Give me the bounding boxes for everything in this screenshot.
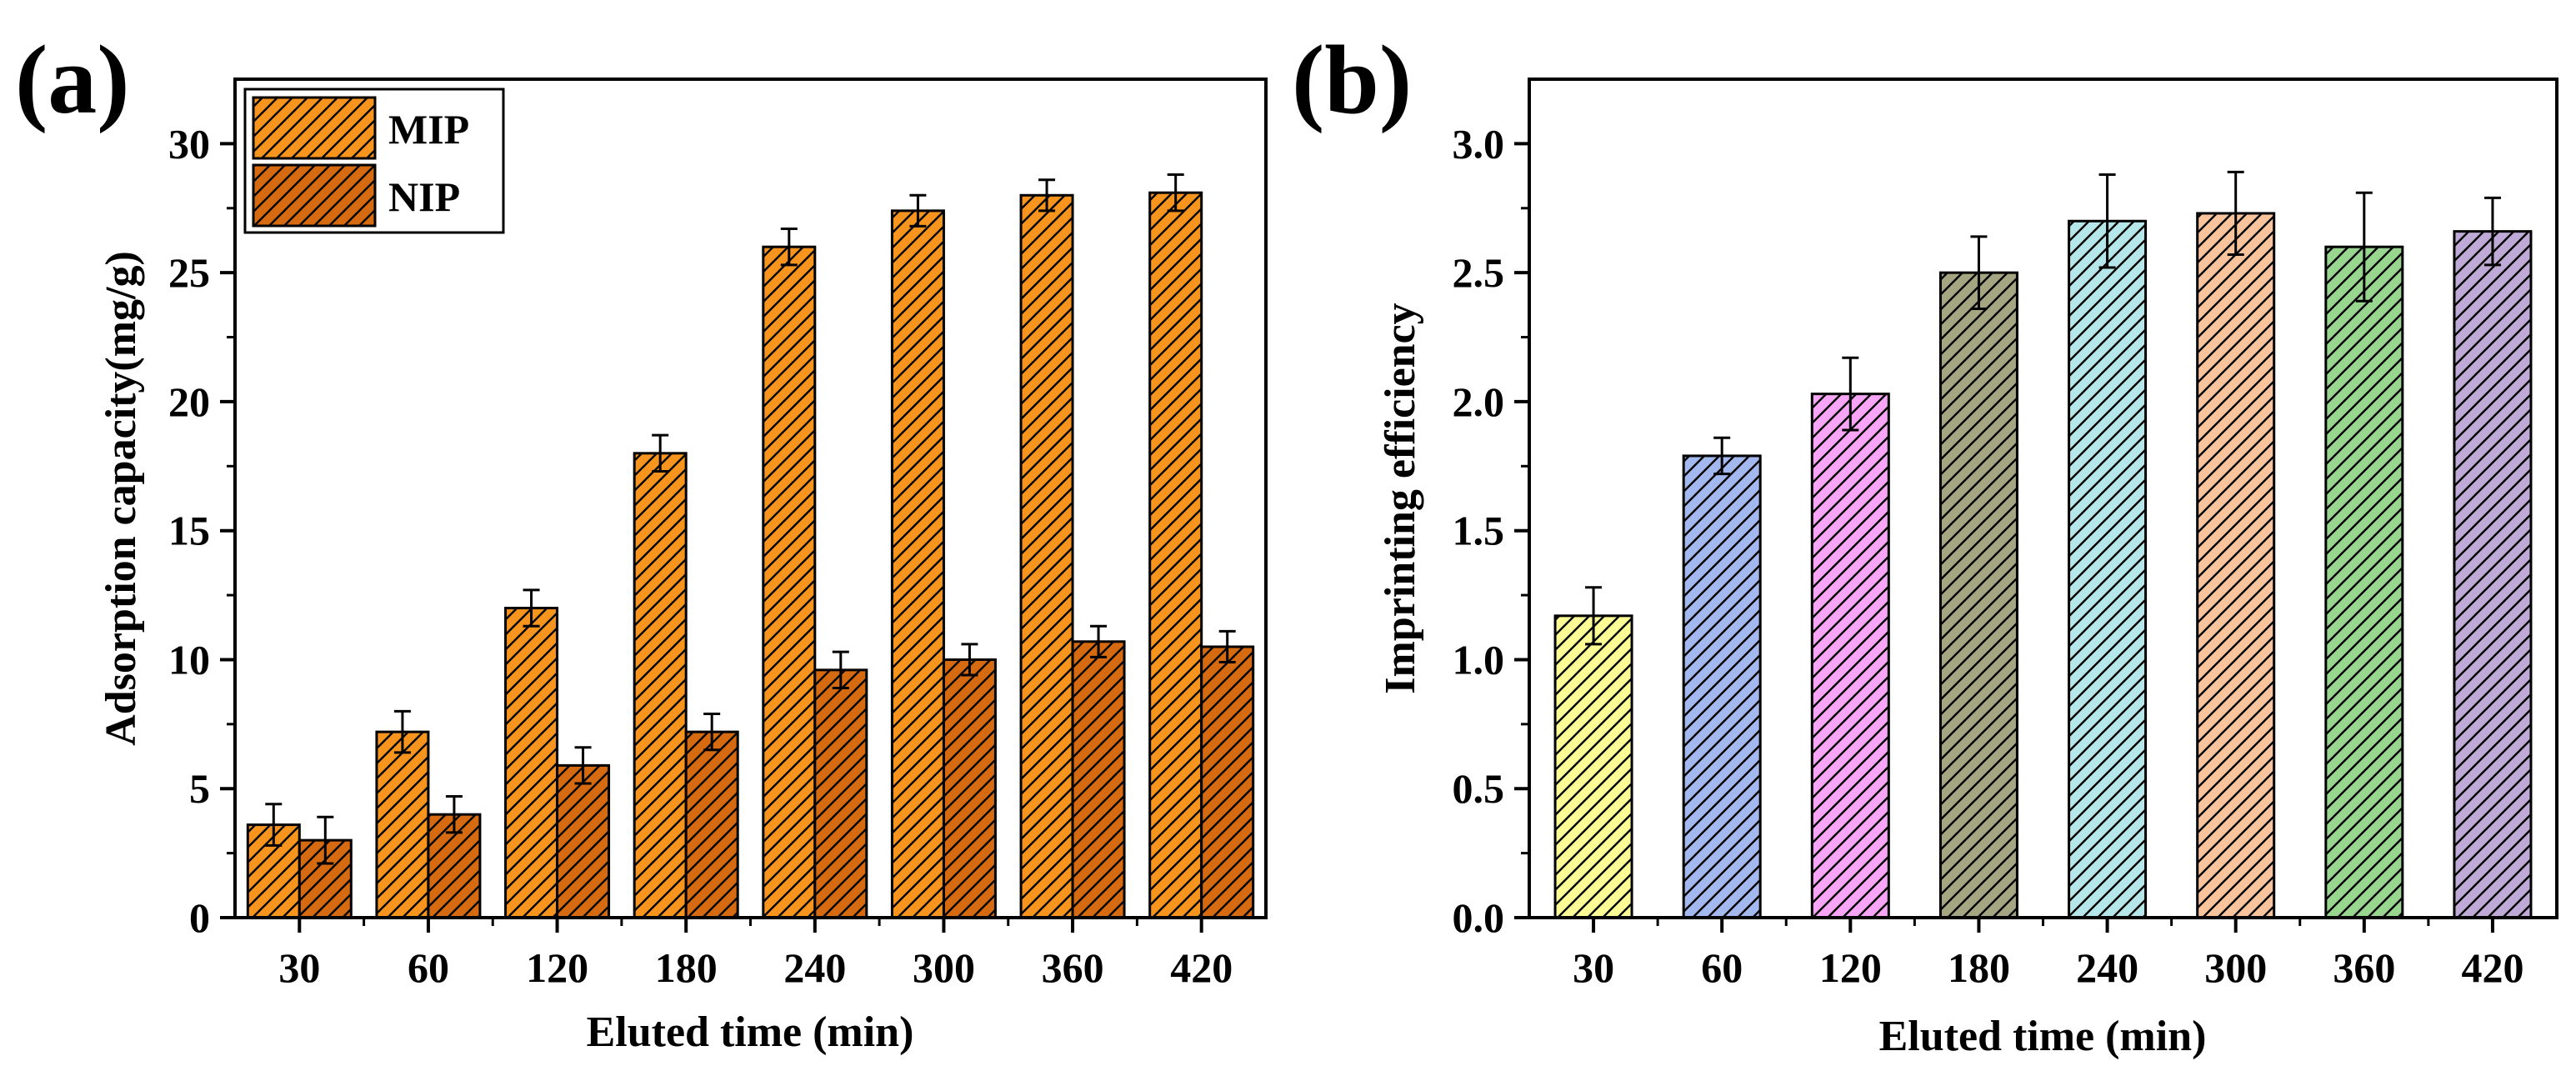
x-tick-label: 240: [2076, 944, 2138, 991]
error-bar-efficiency-120: [1842, 356, 1859, 432]
error-bar-efficiency-300: [2227, 170, 2244, 256]
bar-efficiency-30: [1553, 614, 1633, 919]
bar-mip-300: [890, 209, 945, 919]
error-bar-mip-240: [780, 228, 798, 267]
bar-nip-240: [813, 668, 868, 919]
panel-a-bars: [246, 173, 1255, 919]
panel-b-x-title: Eluted time (min): [1879, 1013, 2207, 1060]
error-bar-mip-120: [523, 588, 540, 628]
legend-swatch-mip: [252, 96, 377, 160]
error-bar-nip-300: [961, 643, 978, 677]
error-bar-efficiency-420: [2483, 196, 2501, 267]
x-tick-label: 180: [1948, 944, 2010, 991]
bar-mip-120: [504, 607, 559, 919]
error-bar-nip-360: [1090, 624, 1108, 658]
bar-efficiency-180: [1938, 271, 2018, 919]
error-bar-mip-60: [393, 709, 411, 754]
error-bar-nip-180: [703, 712, 721, 752]
y-tick-label: 20: [168, 378, 210, 425]
bar-nip-360: [1071, 640, 1126, 919]
error-bar-nip-60: [445, 795, 463, 834]
error-bar-efficiency-360: [2355, 191, 2373, 303]
y-tick-label: 0.5: [1453, 765, 1505, 812]
panel-a-legend: MIP NIP: [243, 88, 505, 234]
panel-a-label: (a): [15, 25, 130, 134]
x-tick-label: 120: [526, 944, 588, 991]
panel-a-x-ticks: 30 60 120 180 240 300 360 420: [278, 918, 1233, 991]
panel-a-y-ticks: 0 5 10 15 20 25 30: [168, 120, 235, 941]
panel-b-y-title: Imprinting efficiency: [1377, 303, 1424, 693]
y-tick-label: 5: [189, 765, 210, 812]
panel-b: (b) 0.00.51.01.52.02.53.0 30 60 120 180 240 3…: [1292, 25, 2558, 1060]
error-bar-mip-420: [1167, 173, 1184, 213]
x-tick-label: 120: [1819, 944, 1882, 991]
bar-nip-300: [942, 658, 997, 919]
panel-b-x-ticks: 30 60 120 180 240 300 360 420: [1573, 918, 2523, 991]
x-tick-label: 420: [2461, 944, 2523, 991]
y-tick-label: 2.0: [1453, 378, 1505, 425]
error-bar-efficiency-240: [2098, 173, 2116, 269]
bar-efficiency-420: [2453, 230, 2533, 919]
y-tick-label: 2.5: [1453, 249, 1505, 296]
error-bar-nip-240: [832, 650, 849, 690]
error-bar-efficiency-180: [1970, 235, 1988, 310]
error-bar-nip-30: [317, 815, 334, 865]
bar-mip-240: [762, 245, 817, 919]
panel-b-label: (b): [1292, 25, 1412, 134]
bar-nip-420: [1200, 645, 1255, 919]
legend-label-mip: MIP: [388, 106, 469, 153]
bar-mip-180: [633, 452, 688, 919]
error-bar-nip-120: [574, 746, 592, 785]
legend-label-nip: NIP: [388, 173, 460, 220]
y-tick-label: 30: [168, 120, 210, 167]
y-tick-label: 3.0: [1453, 120, 1505, 167]
x-tick-label: 180: [655, 944, 718, 991]
bar-efficiency-240: [2068, 219, 2148, 919]
error-bar-efficiency-30: [1585, 586, 1603, 646]
bar-efficiency-120: [1810, 393, 1890, 919]
error-bar-nip-420: [1218, 629, 1236, 664]
x-tick-label: 420: [1170, 944, 1233, 991]
x-tick-label: 30: [1573, 944, 1614, 991]
panel-a-x-title: Eluted time (min): [587, 1008, 914, 1056]
x-tick-label: 60: [408, 944, 449, 991]
panel-b-bars: [1553, 170, 2533, 919]
bar-efficiency-300: [2196, 212, 2276, 919]
legend-swatch-nip: [252, 163, 377, 228]
error-bar-mip-360: [1038, 178, 1056, 213]
x-tick-label: 300: [2204, 944, 2267, 991]
y-tick-label: 0: [189, 894, 210, 941]
y-tick-label: 15: [168, 508, 210, 554]
x-tick-label: 360: [1042, 944, 1104, 991]
error-bar-mip-180: [652, 433, 669, 473]
error-bar-efficiency-60: [1713, 436, 1731, 476]
x-tick-label: 30: [278, 944, 320, 991]
y-tick-label: 0.0: [1453, 894, 1505, 941]
bar-mip-360: [1019, 193, 1074, 919]
bar-efficiency-360: [2324, 245, 2404, 919]
panel-a-y-title: Adsorption capacity(mg/g): [98, 251, 145, 746]
error-bar-mip-300: [909, 193, 927, 228]
panel-b-y-ticks: 0.0 0.5 1.0 1.5 2.0 2.5 3.0: [1453, 120, 1529, 941]
bar-mip-420: [1148, 191, 1203, 919]
y-tick-label: 25: [168, 249, 210, 296]
bar-nip-180: [684, 730, 739, 919]
x-tick-label: 240: [783, 944, 846, 991]
bar-mip-60: [375, 730, 430, 919]
error-bar-mip-30: [265, 803, 283, 847]
x-tick-label: 300: [913, 944, 975, 991]
x-tick-label: 60: [1701, 944, 1743, 991]
y-tick-label: 10: [168, 636, 210, 683]
bar-nip-120: [556, 763, 611, 919]
y-tick-label: 1.0: [1453, 636, 1505, 683]
bar-efficiency-60: [1682, 454, 1762, 919]
y-tick-label: 1.5: [1453, 508, 1505, 554]
x-tick-label: 360: [2333, 944, 2395, 991]
